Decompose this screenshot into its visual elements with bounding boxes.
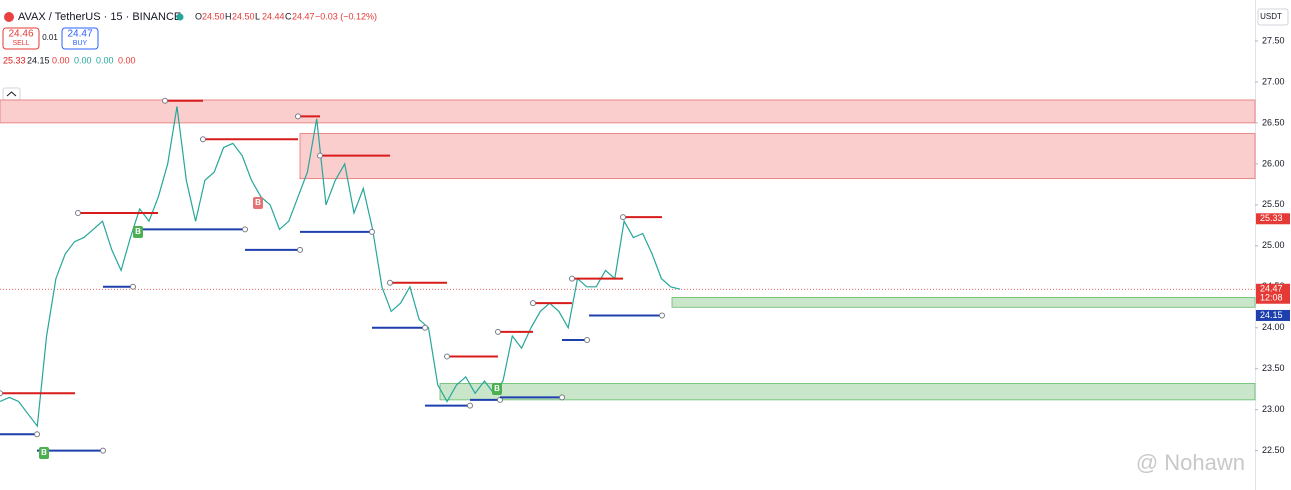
y-tick-label: 26.00 (1262, 158, 1285, 168)
ohlc-key: L (255, 11, 260, 21)
signal-label: B (255, 198, 261, 207)
ohlc-value: 24.50 (202, 11, 225, 21)
y-tick-label: 23.00 (1262, 404, 1285, 414)
level-point (659, 312, 665, 319)
indicator-value: 0.00 (118, 55, 136, 65)
level-point (75, 210, 81, 217)
level-point (422, 324, 428, 331)
ohlc-value: 24.50 (232, 11, 255, 21)
level-point (369, 228, 375, 235)
sell-button[interactable] (2, 27, 40, 50)
indicator-value: 0.00 (74, 55, 92, 65)
y-tick-label: 25.50 (1262, 199, 1285, 209)
level-point (317, 152, 323, 159)
symbol-icon (4, 12, 14, 22)
y-tick-label: 27.50 (1262, 35, 1285, 45)
level-point (569, 275, 575, 282)
collapse-icon (6, 91, 17, 97)
sell-price: 24.46 (8, 29, 33, 40)
indicator-value: 25.33 (3, 55, 26, 65)
y-tick-label: 27.00 (1262, 76, 1285, 86)
symbol: AVAX / TetherUS · 15 · BINANCE (18, 11, 181, 23)
price-label: 24.15 (1260, 310, 1283, 320)
ohlc-value: 24.47 (292, 11, 315, 21)
price-label: 24.47 (1260, 284, 1283, 294)
ohlc-key: O (195, 11, 202, 21)
countdown: 12:08 (1260, 293, 1283, 303)
price-label: 25.33 (1260, 213, 1283, 223)
indicator-value: 0.00 (52, 55, 70, 65)
buy-label: BUY (73, 40, 88, 47)
price-label-box (1256, 309, 1290, 321)
signal-badge (253, 197, 263, 209)
signal-badge (133, 226, 143, 238)
level-point (242, 226, 248, 233)
y-tick-label: 24.00 (1262, 322, 1285, 332)
signal-badge (492, 383, 502, 395)
level-point (467, 402, 473, 409)
spread: 0.01 (42, 33, 58, 42)
level-point (620, 214, 626, 221)
price-label-box (1256, 283, 1290, 304)
y-tick-label: 22.50 (1262, 445, 1285, 455)
currency-button[interactable] (1257, 8, 1289, 26)
signal-label: B (41, 448, 47, 457)
signal-badge (39, 447, 49, 459)
level-point (495, 328, 501, 335)
demand-zone (439, 383, 1256, 401)
level-point (530, 300, 536, 307)
supply-zone (299, 133, 1256, 180)
ohlc: O 24.50 H 24.50 L 24.44 C 24.47 −0.03 (−0.12%) (195, 11, 377, 21)
level-point (584, 337, 590, 344)
level-point (130, 283, 136, 290)
watermark: @ Nohawn (1136, 450, 1245, 475)
status-dot (176, 13, 184, 21)
buy-button[interactable] (61, 27, 99, 50)
level-point (295, 113, 301, 120)
y-tick-label: 26.50 (1262, 117, 1285, 127)
signal-label: B (135, 227, 141, 236)
change: −0.03 (−0.12%) (315, 11, 377, 21)
level-point (387, 279, 393, 286)
level-point (200, 136, 206, 143)
demand-zone (671, 297, 1256, 308)
currency: USDT (1260, 12, 1282, 21)
level-point (162, 97, 168, 104)
indicator-value: 0.00 (96, 55, 114, 65)
level-point (559, 394, 565, 401)
level-point (444, 353, 450, 360)
price-label-box (1256, 213, 1290, 225)
sell-label: SELL (12, 40, 29, 47)
level-point (100, 447, 106, 454)
y-tick-label: 23.50 (1262, 363, 1285, 373)
signal-label: B (494, 384, 500, 393)
level-point (297, 246, 303, 253)
level-point (0, 390, 3, 397)
buy-price: 24.47 (67, 29, 92, 40)
supply-zone (0, 99, 1256, 124)
level-point (34, 431, 40, 438)
ohlc-key: H (225, 11, 232, 21)
ohlc-key: C (285, 11, 292, 21)
indicator-values: 25.33 24.15 0.00 0.00 0.00 0.00 (3, 55, 136, 65)
y-tick-label: 25.00 (1262, 240, 1285, 250)
collapse-button[interactable] (2, 87, 21, 101)
ohlc-value: 24.44 (262, 11, 285, 21)
price-line-series (0, 106, 681, 428)
indicator-value: 24.15 (27, 55, 50, 65)
